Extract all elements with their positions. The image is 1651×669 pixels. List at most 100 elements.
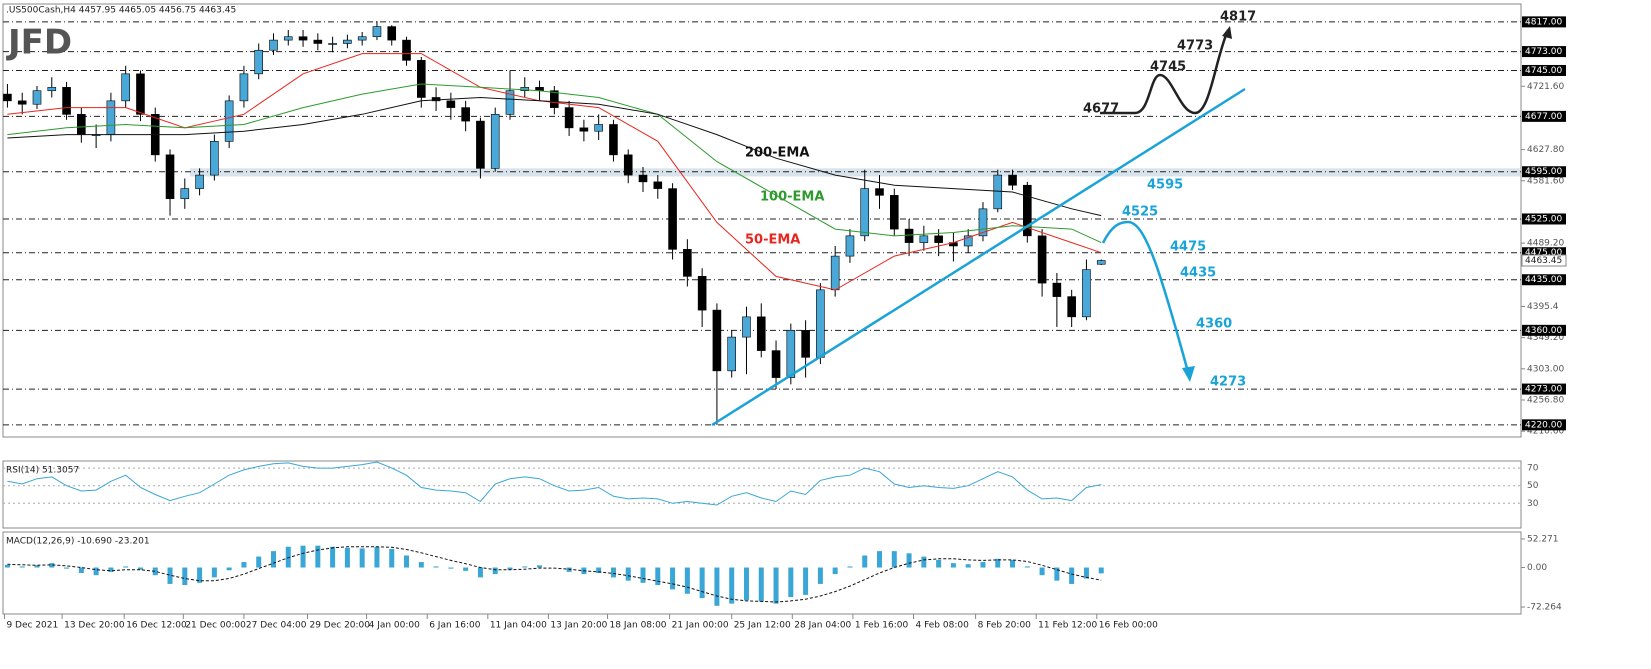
candle-body [165,154,175,200]
macd-bar [448,567,454,569]
candle-body [402,39,411,61]
level-label: 4435.00 [1525,275,1562,285]
level-box [1522,166,1566,178]
logo: JFD [6,23,72,63]
candle-body [1008,174,1017,186]
macd-bar [877,551,883,568]
macd-bar [64,567,70,569]
macd-bar [374,546,380,568]
level-label: 4595.00 [1525,167,1562,177]
candle-body [683,249,692,277]
candle-body [579,127,589,132]
candle-body [180,188,190,200]
macd-bar [625,567,631,581]
x-tick-label: 4 Feb 08:00 [916,621,970,631]
candle-body [594,124,603,132]
candle-body [875,188,884,196]
candle-body [1082,269,1091,318]
level-box [1522,324,1566,336]
x-tick-label: 8 Feb 20:00 [978,621,1032,631]
candle-body [1096,260,1106,265]
macd-bar [344,547,350,568]
macd-bar [596,567,602,573]
macd-bar [49,563,55,568]
candle-body [1067,296,1076,318]
macd-bar [1039,567,1045,576]
header-title: .US500Cash,H4 4457.95 4465.05 4456.75 44… [6,6,236,16]
macd-bar [610,567,616,578]
level-label: 4360.00 [1525,326,1562,336]
macd-bar [463,567,469,571]
macd-bar [211,567,217,578]
bullish-path [1100,29,1230,115]
candle-body [550,90,559,108]
candle-body [889,195,899,230]
level-label: 4475.00 [1525,248,1562,258]
macd-bar [714,567,720,606]
x-tick-label: 13 Dec 20:00 [64,621,125,631]
macd-bar [241,562,247,568]
macd-bar [256,556,262,568]
candle-body [564,107,574,129]
candle-body [239,73,249,102]
macd-bar [152,567,158,576]
bearish-level-label: 4525 [1122,205,1158,220]
level-label: 4817.00 [1525,17,1562,27]
macd-bar [537,565,543,568]
macd-bar [995,558,1001,568]
macd-bar [522,566,528,568]
candle-body [919,235,929,243]
candle-body [727,336,736,372]
level-box [1522,110,1566,122]
level-box [1522,16,1566,28]
macd-bar [19,566,25,568]
y-tick-label: 4395.4 [1527,302,1559,312]
candle-body [77,114,86,135]
candle-body [712,309,722,372]
candle-body [520,87,530,92]
candle-body [934,235,943,243]
macd-bar [1010,559,1016,568]
y-tick-label: 52.271 [1527,534,1559,544]
macd-bar [507,567,513,570]
x-tick-label: 11 Jan 04:00 [490,621,547,631]
macd-bar [197,567,203,583]
ema-line [7,83,1102,244]
y-tick-label: 4256.80 [1527,396,1564,406]
bearish-arrowhead [1182,366,1195,382]
macd-bar [1098,567,1104,574]
candle-body [1037,235,1047,284]
level-label: 4220.00 [1525,420,1562,430]
candle-body [254,49,264,75]
candle-body [963,235,973,247]
macd-bar [389,548,395,568]
candle-body [357,36,367,41]
macd-bar [655,567,661,586]
macd-bar [34,565,40,568]
bearish-level-label: 4595 [1147,178,1183,193]
x-tick-label: 4 Jan 00:00 [369,621,421,631]
candle-body [638,174,648,183]
ema-line [7,96,1102,217]
candle-body [756,316,766,351]
candle-body [283,36,293,41]
bearish-level-label: 4435 [1180,266,1216,281]
y-tick-label: 4721.60 [1527,82,1564,92]
bullish-level-label: 4773 [1177,39,1213,54]
macd-bar [123,566,129,568]
level-box [1522,46,1566,58]
candle-body [786,330,796,378]
candle-body [210,141,219,176]
candle-body [416,60,426,98]
macd-bar [936,559,942,568]
macd-bar [817,567,823,584]
candle-body [476,120,485,169]
macd-bar [226,567,232,571]
rsi-line [7,461,1102,506]
level-box [1522,274,1566,286]
macd-bar [803,567,809,595]
macd-bar [699,567,705,599]
bearish-level-label: 4360 [1196,317,1232,332]
macd-title: MACD(12,26,9) -10.690 -23.201 [6,537,150,547]
y-tick-label: 4627.80 [1527,145,1564,155]
